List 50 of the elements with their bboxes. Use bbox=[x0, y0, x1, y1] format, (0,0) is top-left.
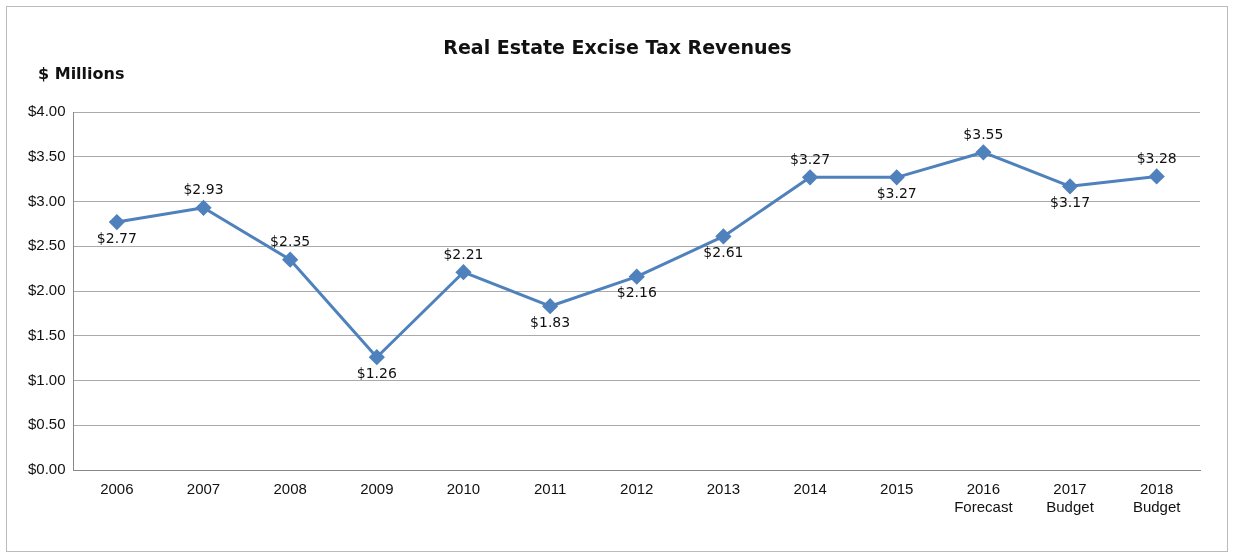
y-tick-label: $4.00 bbox=[27, 102, 66, 120]
point bbox=[369, 349, 385, 365]
data-label: $2.93 bbox=[183, 181, 224, 198]
point bbox=[975, 144, 991, 160]
data-label: $1.26 bbox=[356, 364, 397, 381]
data-label: $3.17 bbox=[1049, 193, 1091, 210]
y-tick-label: $2.00 bbox=[27, 281, 66, 299]
y-tick-label: $1.00 bbox=[27, 370, 66, 388]
y-tick-label: $3.00 bbox=[27, 191, 66, 209]
y-tick-label: $3.50 bbox=[27, 146, 66, 164]
data-label: $2.35 bbox=[270, 233, 311, 250]
x-tick-label: 2017 Budget bbox=[1046, 480, 1095, 516]
y-axis-title: $ Millions bbox=[38, 64, 125, 83]
point bbox=[1149, 168, 1165, 184]
x-tick-label: 2015 bbox=[880, 480, 914, 498]
point bbox=[282, 252, 298, 268]
point bbox=[542, 298, 558, 314]
data-label: $3.27 bbox=[876, 184, 917, 201]
y-tick-label: $0.00 bbox=[27, 460, 66, 478]
x-tick-label: 2008 bbox=[273, 480, 307, 498]
x-tick-label: 2007 bbox=[186, 480, 221, 498]
x-tick-label: 2010 bbox=[446, 480, 481, 498]
point bbox=[715, 228, 731, 244]
x-tick-label: 2014 bbox=[793, 480, 827, 498]
chart-title: Real Estate Excise Tax Revenues bbox=[442, 36, 793, 58]
point bbox=[196, 200, 212, 216]
x-tick-label: 2011 bbox=[533, 480, 567, 498]
point bbox=[1062, 178, 1078, 194]
data-label: $1.83 bbox=[530, 313, 571, 330]
point bbox=[802, 169, 818, 185]
x-tick-label: 2012 bbox=[620, 480, 654, 498]
data-label: $2.61 bbox=[703, 244, 744, 261]
x-tick-label: 2016 Forecast bbox=[954, 480, 1014, 516]
data-label: $3.55 bbox=[963, 125, 1004, 142]
data-label: $3.27 bbox=[790, 150, 831, 167]
point bbox=[109, 214, 125, 230]
y-tick-label: $1.50 bbox=[27, 325, 66, 343]
point bbox=[629, 269, 645, 285]
point bbox=[889, 169, 905, 185]
y-tick-label: $0.50 bbox=[27, 415, 66, 433]
x-tick-label: 2018 Budget bbox=[1132, 480, 1182, 516]
x-tick-label: 2013 bbox=[706, 480, 741, 498]
x-tick-label: 2009 bbox=[360, 480, 394, 498]
data-label: $2.21 bbox=[443, 245, 484, 262]
point bbox=[455, 264, 471, 280]
data-label: $3.28 bbox=[1136, 150, 1177, 167]
y-tick-label: $2.50 bbox=[27, 236, 66, 254]
data-label: $2.77 bbox=[96, 229, 137, 246]
x-tick-label: 2006 bbox=[100, 480, 134, 498]
data-label: $2.16 bbox=[616, 284, 657, 301]
